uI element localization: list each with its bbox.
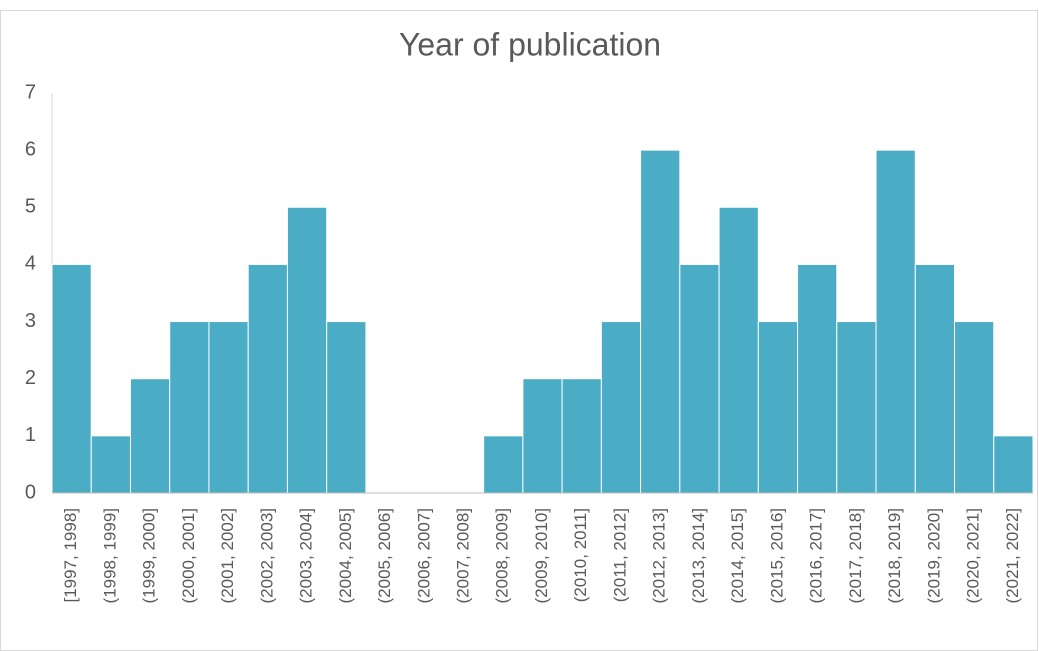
x-tick-label: (2010, 2011]	[571, 508, 590, 602]
bar	[90, 435, 131, 494]
bar	[914, 263, 956, 494]
x-tick-label: [1997, 1998]	[61, 508, 80, 603]
bar	[993, 435, 1034, 494]
x-tick-label: (2019, 2020]	[924, 508, 943, 603]
bar	[757, 321, 799, 494]
y-tick-label: 2	[25, 367, 36, 389]
y-tick-label: 7	[25, 81, 36, 103]
y-tick-label: 4	[25, 253, 36, 275]
bar	[286, 206, 328, 494]
x-tick-label: (2011, 2012]	[610, 508, 629, 602]
bar	[129, 378, 171, 494]
bar	[169, 321, 210, 494]
bar	[561, 378, 602, 494]
bar	[797, 263, 838, 494]
bar	[483, 435, 524, 494]
x-tick-label: (2008, 2009]	[493, 508, 512, 603]
bar	[875, 149, 916, 494]
y-tick-label: 1	[25, 424, 36, 446]
bar	[640, 149, 681, 494]
bar	[522, 378, 563, 494]
x-tick-label: (2015, 2016]	[767, 508, 786, 603]
x-tick-label: (2000, 2001]	[179, 508, 198, 603]
x-tick-label: (2003, 2004]	[297, 508, 316, 603]
x-tick-label: (2004, 2005]	[336, 508, 355, 603]
x-tick-label: (1998, 1999]	[100, 508, 119, 603]
bar	[600, 321, 642, 494]
bar	[326, 321, 367, 494]
bar	[954, 321, 995, 494]
y-tick-label: 5	[25, 196, 36, 218]
x-tick-label: (2002, 2003]	[257, 508, 276, 603]
x-tick-label: (1999, 2000]	[140, 508, 159, 603]
x-tick-label: (2006, 2007]	[414, 508, 433, 603]
x-tick-label: (2014, 2015]	[728, 508, 747, 603]
x-tick-label: (2013, 2014]	[689, 508, 708, 603]
chart-title: Year of publication	[399, 26, 661, 62]
x-tick-label: (2016, 2017]	[807, 508, 826, 603]
x-tick-label: (2012, 2013]	[650, 508, 669, 603]
bar	[679, 263, 720, 494]
x-tick-label: (2017, 2018]	[846, 508, 865, 603]
x-tick-label: (2005, 2006]	[375, 508, 394, 603]
bar	[208, 321, 249, 494]
y-tick-label: 6	[25, 138, 36, 160]
x-tick-label: (2007, 2008]	[454, 508, 473, 603]
y-tick-label: 3	[25, 310, 36, 332]
bar	[718, 206, 759, 494]
bar	[836, 321, 877, 494]
bar	[247, 263, 288, 494]
x-tick-label: (2021, 2022]	[1003, 508, 1022, 603]
y-tick-label: 0	[25, 481, 36, 503]
x-tick-label: (2020, 2021]	[964, 508, 983, 603]
x-tick-label: (2001, 2002]	[218, 508, 237, 603]
x-tick-label: (2018, 2019]	[885, 508, 904, 603]
bar	[51, 263, 92, 494]
x-tick-label: (2009, 2010]	[532, 508, 551, 603]
